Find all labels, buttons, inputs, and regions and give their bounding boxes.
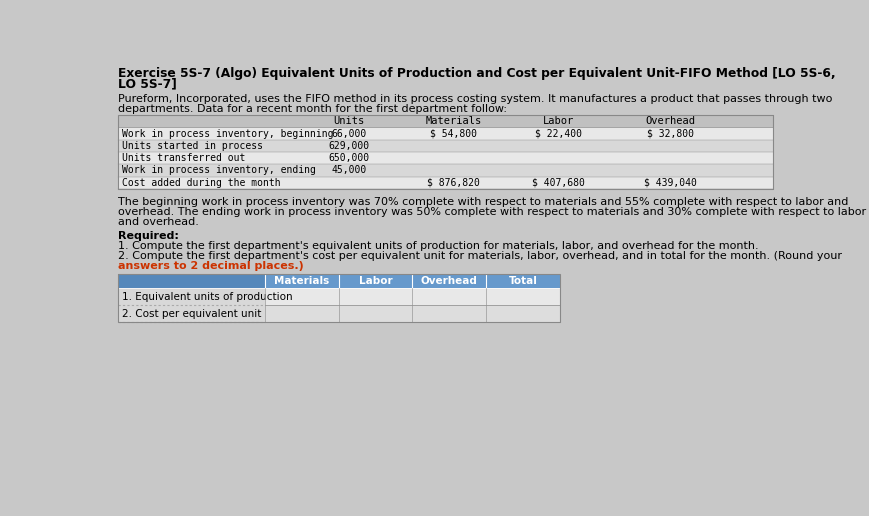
Text: answers to 2 decimal places.): answers to 2 decimal places.) bbox=[118, 261, 303, 270]
Text: Work in process inventory, beginning: Work in process inventory, beginning bbox=[122, 128, 334, 138]
Text: $ 876,820: $ 876,820 bbox=[427, 178, 480, 188]
Text: Overhead: Overhead bbox=[421, 277, 478, 286]
Text: $ 32,800: $ 32,800 bbox=[647, 128, 694, 138]
Text: Work in process inventory, ending: Work in process inventory, ending bbox=[122, 166, 315, 175]
Bar bbox=[118, 305, 560, 322]
Text: Labor: Labor bbox=[542, 116, 574, 126]
Bar bbox=[118, 275, 560, 322]
Bar bbox=[118, 115, 773, 189]
Text: Pureform, Incorporated, uses the FIFO method in its process costing system. It m: Pureform, Incorporated, uses the FIFO me… bbox=[118, 94, 833, 104]
Text: 2. Cost per equivalent unit: 2. Cost per equivalent unit bbox=[122, 309, 262, 319]
Text: 45,000: 45,000 bbox=[331, 166, 367, 175]
Text: The beginning work in process inventory was 70% complete with respect to materia: The beginning work in process inventory … bbox=[118, 197, 848, 207]
Text: $ 22,400: $ 22,400 bbox=[534, 128, 581, 138]
Bar bbox=[118, 164, 773, 176]
Text: Materials: Materials bbox=[425, 116, 481, 126]
Text: Materials: Materials bbox=[275, 277, 329, 286]
Text: $ 54,800: $ 54,800 bbox=[430, 128, 477, 138]
Text: Labor: Labor bbox=[359, 277, 393, 286]
Text: Overhead: Overhead bbox=[646, 116, 695, 126]
Bar bbox=[118, 115, 773, 127]
Text: 1. Equivalent units of production: 1. Equivalent units of production bbox=[122, 292, 293, 302]
Bar bbox=[118, 275, 265, 288]
Text: and overhead.: and overhead. bbox=[118, 217, 199, 227]
Text: Units started in process: Units started in process bbox=[122, 141, 262, 151]
Bar bbox=[118, 115, 773, 189]
Text: Cost added during the month: Cost added during the month bbox=[122, 178, 281, 188]
Bar bbox=[118, 305, 265, 322]
Text: $ 407,680: $ 407,680 bbox=[532, 178, 585, 188]
Bar bbox=[118, 127, 773, 140]
Text: Units: Units bbox=[333, 116, 364, 126]
Text: LO 5S-7]: LO 5S-7] bbox=[118, 77, 176, 90]
Text: Units transferred out: Units transferred out bbox=[122, 153, 245, 163]
Text: 650,000: 650,000 bbox=[328, 153, 369, 163]
Bar bbox=[118, 288, 265, 305]
Text: 2. Compute the first department's cost per equivalent unit for materials, labor,: 2. Compute the first department's cost p… bbox=[118, 251, 842, 261]
Text: 629,000: 629,000 bbox=[328, 141, 369, 151]
Text: Total: Total bbox=[508, 277, 537, 286]
Bar bbox=[118, 275, 560, 288]
Text: departments. Data for a recent month for the first department follow:: departments. Data for a recent month for… bbox=[118, 104, 507, 114]
Text: Exercise 5S-7 (Algo) Equivalent Units of Production and Cost per Equivalent Unit: Exercise 5S-7 (Algo) Equivalent Units of… bbox=[118, 67, 836, 79]
Text: 1. Compute the first department's equivalent units of production for materials, : 1. Compute the first department's equiva… bbox=[118, 240, 759, 251]
Text: Required:: Required: bbox=[118, 231, 179, 240]
Bar bbox=[118, 140, 773, 152]
Bar bbox=[118, 288, 560, 305]
Bar bbox=[118, 176, 773, 189]
Text: overhead. The ending work in process inventory was 50% complete with respect to : overhead. The ending work in process inv… bbox=[118, 207, 866, 217]
Text: $ 439,040: $ 439,040 bbox=[644, 178, 697, 188]
Text: 66,000: 66,000 bbox=[331, 128, 367, 138]
Bar bbox=[118, 152, 773, 164]
